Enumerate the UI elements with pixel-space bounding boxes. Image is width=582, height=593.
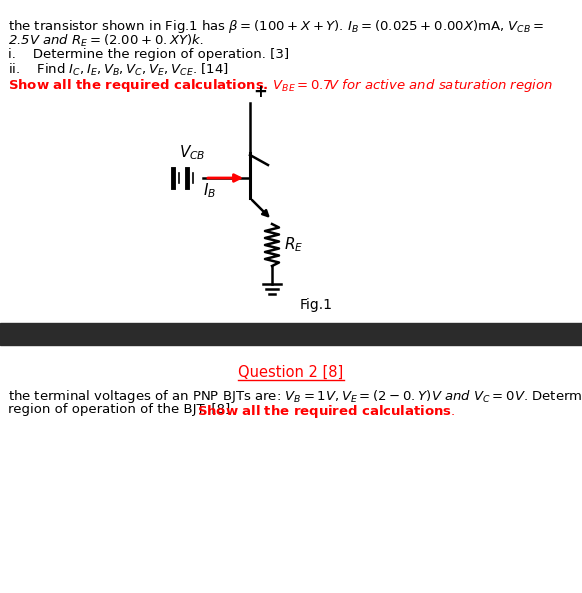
Text: the terminal voltages of an PNP BJTs are: $V_B = 1V, V_E = (2 - 0.Y)V$ $and$ $V_: the terminal voltages of an PNP BJTs are… xyxy=(8,388,582,405)
Bar xyxy=(0,323,582,345)
Text: $\bf{Show\ all\ the\ required\ calculations}$.: $\bf{Show\ all\ the\ required\ calculati… xyxy=(197,403,456,420)
Text: $V_{CB}$: $V_{CB}$ xyxy=(179,144,205,162)
Text: i.    Determine the region of operation. [3]: i. Determine the region of operation. [3… xyxy=(8,48,289,61)
Text: region of operation of the BJT. [8]: region of operation of the BJT. [8] xyxy=(8,403,230,416)
Text: $I_B$: $I_B$ xyxy=(203,181,216,200)
Text: Show all the required calculations. $\bf{\it{V_{BE} = 0.7V\ for\ active\ and\ sa: Show all the required calculations. $\bf… xyxy=(8,77,553,94)
Text: +: + xyxy=(253,83,267,101)
Text: the transistor shown in Fig.1 has $\beta = (100 + X + Y)$. $I_B = (0.025 + 0.00X: the transistor shown in Fig.1 has $\beta… xyxy=(8,18,544,35)
Text: Fig.1: Fig.1 xyxy=(300,298,333,312)
Text: ii.    Find $I_C, I_E, V_B, V_C, V_E, V_{CE}$. [14]: ii. Find $I_C, I_E, V_B, V_C, V_E, V_{CE… xyxy=(8,62,229,78)
Text: Question 2 [8]: Question 2 [8] xyxy=(239,365,343,380)
Text: $R_E$: $R_E$ xyxy=(284,235,303,254)
Text: 2.5$V$ $and$ $R_E = (2.00 + 0. XY)k$.: 2.5$V$ $and$ $R_E = (2.00 + 0. XY)k$. xyxy=(8,33,204,49)
